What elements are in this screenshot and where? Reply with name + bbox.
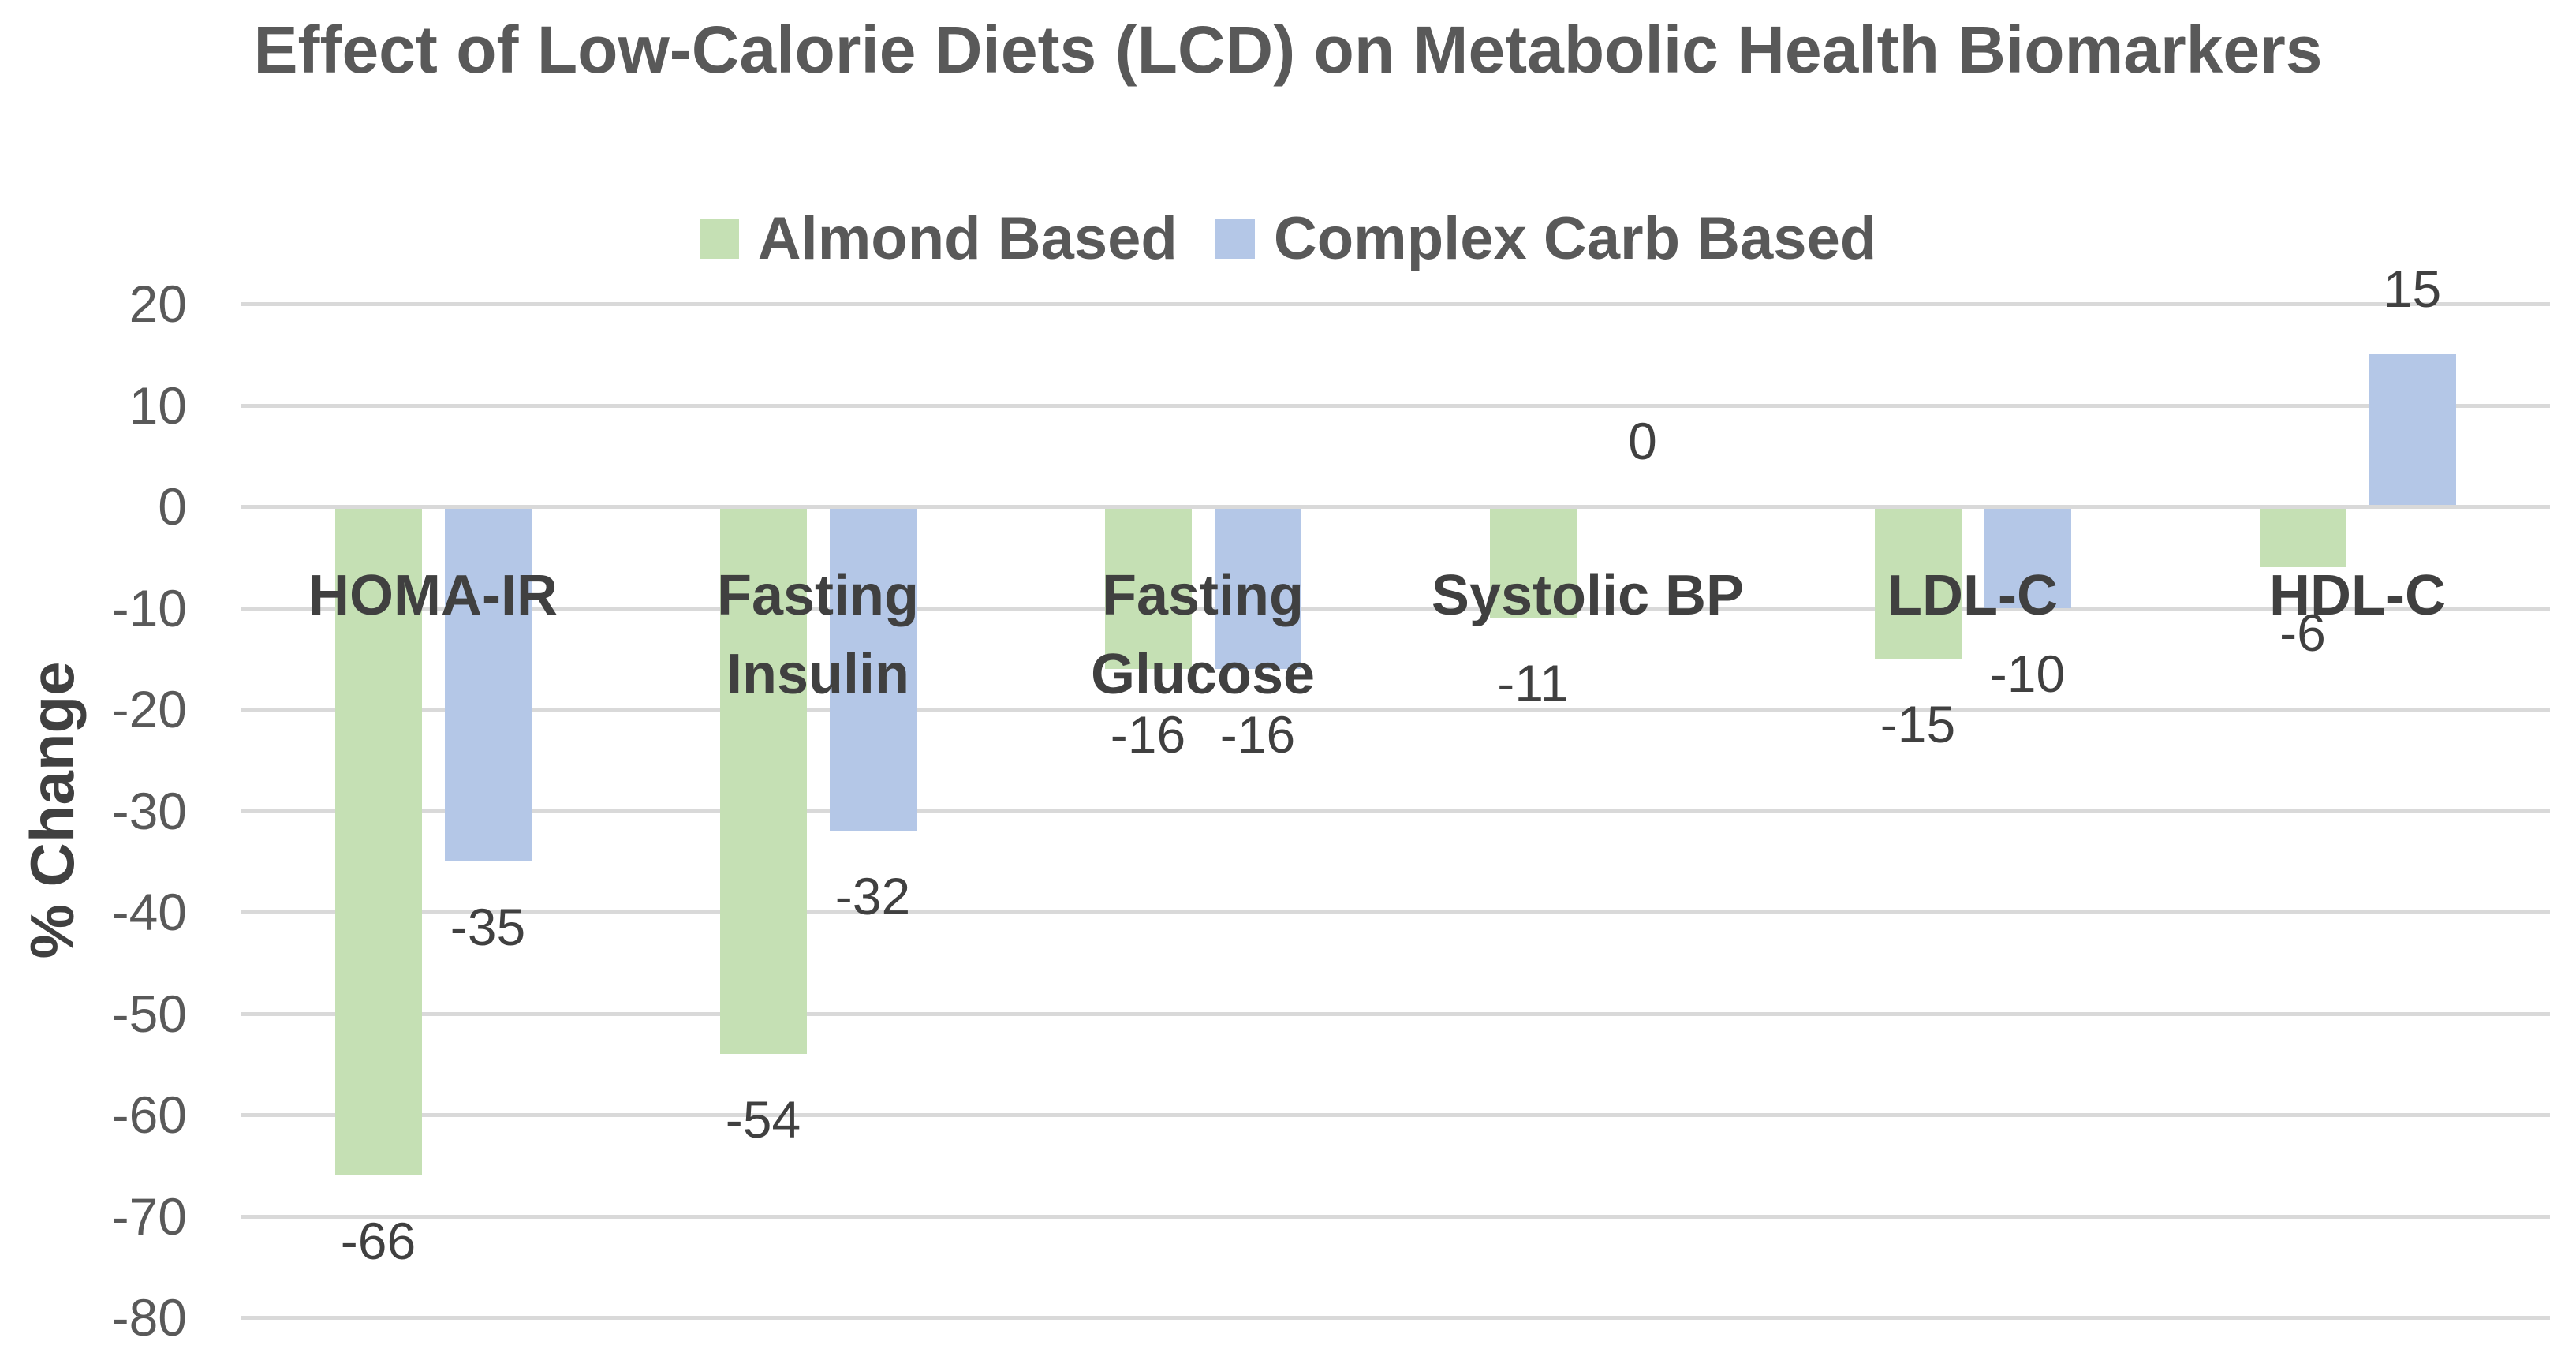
y-tick-label: -40 <box>111 883 187 941</box>
category-label-fasting-glucose: Fasting Glucose <box>1090 564 1316 706</box>
y-tick-label: -80 <box>111 1288 187 1347</box>
gridline <box>241 606 2550 611</box>
chart-title: Effect of Low-Calorie Diets (LCD) on Met… <box>253 13 2323 87</box>
bar-complex-carb-based-hdl-c <box>2369 354 2456 505</box>
gridline <box>241 809 2550 813</box>
data-label-complex-carb-based-systolic-bp: 0 <box>1628 412 1657 470</box>
y-tick-label: -30 <box>111 781 187 840</box>
legend-item-almond-based: Almond Based <box>699 205 1178 272</box>
legend-swatch-complex-carb-based <box>1215 219 1255 259</box>
bar-almond-based-homa-ir <box>334 509 422 1176</box>
data-label-complex-carb-based-fasting-glucose: -16 <box>1219 704 1296 764</box>
category-label-fasting-insulin: Fasting Insulin <box>716 564 919 706</box>
y-tick-label: 0 <box>158 477 187 536</box>
y-tick-label: 20 <box>129 275 187 333</box>
data-label-almond-based-systolic-bp: -11 <box>1497 654 1569 713</box>
bar-complex-carb-based-ldl-c <box>1984 509 2071 608</box>
gridline <box>241 1011 2550 1016</box>
y-tick-label: -50 <box>111 984 187 1043</box>
data-label-complex-carb-based-homa-ir: -35 <box>450 897 526 956</box>
legend-swatch-almond-based <box>699 219 739 259</box>
category-label-hdl-c: HDL-C <box>2269 564 2446 627</box>
data-label-almond-based-homa-ir: -66 <box>340 1212 416 1271</box>
y-tick-label: -10 <box>111 578 187 637</box>
gridline <box>241 1316 2550 1320</box>
data-label-almond-based-hdl-c: -6 <box>2279 603 2326 663</box>
bar-almond-based-ldl-c <box>1874 509 1962 659</box>
data-label-complex-carb-based-hdl-c: 15 <box>2383 260 2442 319</box>
data-label-almond-based-fasting-insulin: -54 <box>725 1089 801 1149</box>
y-tick-label: -60 <box>111 1085 187 1144</box>
data-label-almond-based-ldl-c: -15 <box>1880 694 1956 753</box>
gridline <box>241 708 2550 712</box>
bar-almond-based-hdl-c <box>2259 509 2346 568</box>
y-tick-label: -70 <box>111 1186 187 1246</box>
legend-label-complex-carb-based: Complex Carb Based <box>1273 205 1877 272</box>
gridline <box>241 1113 2550 1117</box>
legend: Almond Based Complex Carb Based <box>0 204 2576 275</box>
legend-label-almond-based: Almond Based <box>757 205 1178 272</box>
bar-almond-based-fasting-insulin <box>719 509 807 1054</box>
category-label-ldl-c: LDL-C <box>1887 564 2058 627</box>
category-label-homa-ir: HOMA-IR <box>308 564 558 627</box>
gridline <box>241 910 2550 914</box>
bar-complex-carb-based-fasting-insulin <box>829 509 917 831</box>
y-tick-label: -20 <box>111 680 187 738</box>
bar-almond-based-systolic-bp <box>1489 509 1577 618</box>
bar-almond-based-fasting-glucose <box>1104 509 1192 669</box>
y-tick-label: 10 <box>129 375 187 435</box>
data-label-complex-carb-based-ldl-c: -10 <box>1989 644 2066 703</box>
gridline <box>241 302 2550 306</box>
gridline <box>241 403 2550 408</box>
category-label-systolic-bp: Systolic BP <box>1431 564 1745 627</box>
gridline <box>241 505 2550 509</box>
bar-complex-carb-based-fasting-glucose <box>1214 509 1301 669</box>
data-label-complex-carb-based-fasting-insulin: -32 <box>834 867 911 926</box>
bar-complex-carb-based-homa-ir <box>444 509 532 861</box>
gridline <box>241 1214 2550 1219</box>
data-label-almond-based-fasting-glucose: -16 <box>1110 704 1186 764</box>
legend-item-complex-carb-based: Complex Carb Based <box>1215 206 1876 272</box>
